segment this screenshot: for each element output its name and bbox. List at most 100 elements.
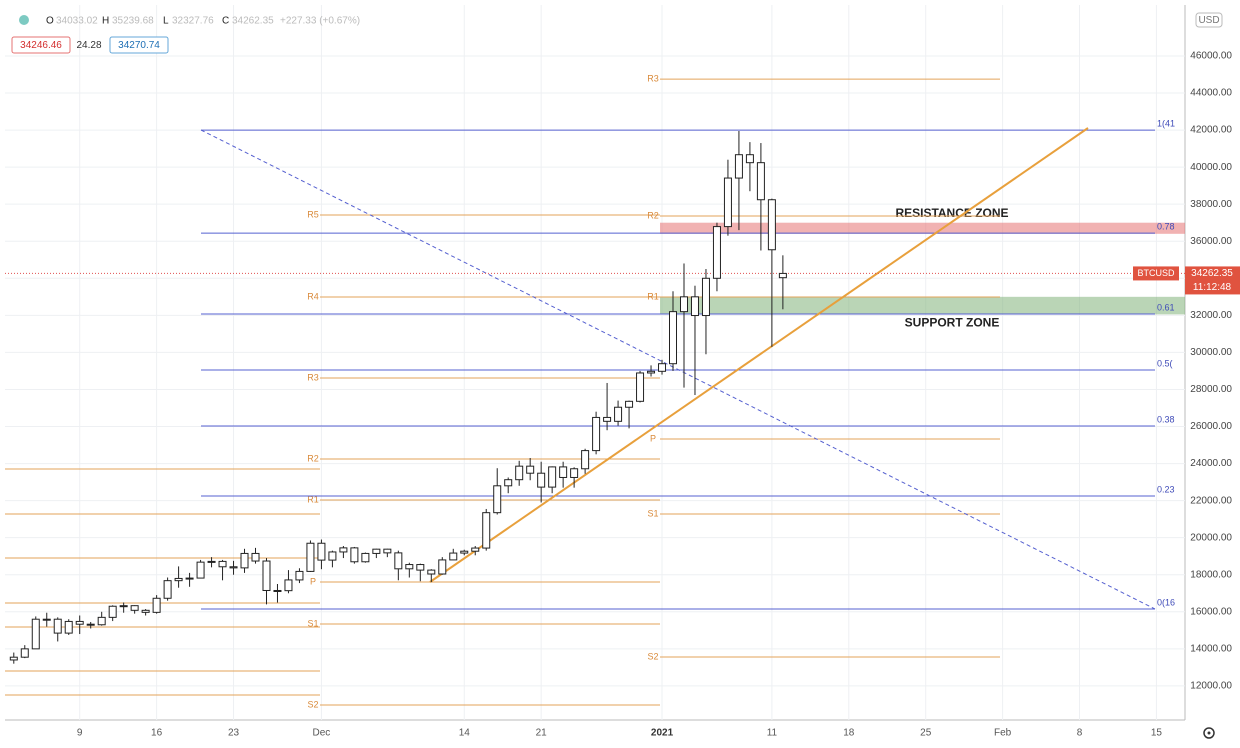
- candle-body: [427, 569, 436, 575]
- candle-body: [559, 466, 568, 478]
- candle-body: [306, 542, 315, 572]
- candle-body: [471, 547, 480, 552]
- candle-body: [745, 154, 754, 164]
- candle-body: [328, 551, 337, 561]
- y-tick-label: 12000.00: [1190, 681, 1232, 692]
- candle-body: [383, 548, 392, 554]
- candle-body: [679, 296, 688, 313]
- candle-body: [108, 605, 117, 618]
- candle-body: [548, 466, 557, 488]
- fib-label: 0.5(: [1157, 358, 1173, 368]
- candle-body: [394, 552, 403, 570]
- candle-body: [284, 579, 293, 592]
- candle-body: [723, 177, 732, 228]
- candle-body: [482, 512, 491, 549]
- candle-body: [712, 226, 721, 279]
- pivot-label: S1: [307, 618, 318, 628]
- fib-label: 0.23: [1157, 484, 1175, 494]
- settings-icon[interactable]: [1203, 727, 1215, 739]
- candle-body: [152, 597, 161, 613]
- candle-body: [9, 656, 18, 661]
- candle-body: [603, 416, 612, 422]
- x-tick-label: 18: [843, 728, 855, 739]
- candle-body: [53, 618, 62, 634]
- x-tick-label: 9: [77, 728, 83, 739]
- candle-body: [229, 566, 238, 569]
- candle-body: [658, 363, 667, 372]
- candle-body: [350, 547, 359, 563]
- x-tick-label: 11: [767, 728, 778, 739]
- candle-body: [130, 605, 139, 611]
- symbol: BTCUSD: [1137, 268, 1175, 278]
- status-dot: [19, 15, 29, 25]
- y-tick-label: 18000.00: [1190, 569, 1232, 580]
- x-tick-label: 2021: [651, 728, 674, 739]
- candle-body: [767, 199, 776, 251]
- fib-label: 0.61: [1157, 302, 1175, 312]
- candle-body: [196, 561, 205, 579]
- ohlc-value: 34033.02: [56, 16, 98, 27]
- y-tick-label: 42000.00: [1190, 125, 1232, 136]
- ohlc-label: C: [222, 16, 229, 27]
- candle-body: [361, 552, 370, 563]
- ohlc-label: L: [163, 16, 169, 27]
- candle-body: [614, 406, 623, 422]
- y-tick-label: 32000.00: [1190, 310, 1232, 321]
- pivot-label: R3: [647, 73, 659, 83]
- candle-body: [581, 450, 590, 470]
- fib-label: 1(41: [1157, 118, 1175, 128]
- candle-body: [240, 552, 249, 569]
- candle-body: [31, 618, 40, 650]
- y-tick-label: 14000.00: [1190, 643, 1232, 654]
- bid-box[interactable]: [11, 36, 71, 54]
- spread: 24.28: [76, 40, 101, 51]
- x-tick-label: 14: [459, 728, 471, 739]
- change: +227.33 (+0.67%): [280, 16, 360, 27]
- candle-body: [185, 577, 194, 580]
- candle-body: [778, 272, 787, 279]
- candle-body: [86, 623, 95, 626]
- candle-body: [636, 372, 645, 402]
- currency-button[interactable]: [1195, 12, 1223, 28]
- candle-body: [438, 559, 447, 575]
- candle-body: [75, 620, 84, 625]
- countdown: 11:12:48: [1193, 282, 1232, 293]
- candle-body: [537, 472, 546, 488]
- y-tick-label: 38000.00: [1190, 199, 1232, 210]
- candle-body: [141, 609, 150, 613]
- fib-label: 0(16: [1157, 597, 1175, 607]
- fib-label: 0.38: [1157, 414, 1175, 424]
- ohlc-value: 34262.35: [232, 16, 274, 27]
- candle-body: [97, 616, 106, 626]
- candle-body: [207, 560, 216, 563]
- y-tick-label: 26000.00: [1190, 421, 1232, 432]
- pivot-label: S2: [647, 651, 658, 661]
- ask-box[interactable]: [109, 36, 169, 54]
- candle-body: [317, 542, 326, 561]
- candle-body: [372, 548, 381, 554]
- trend-line: [200, 129, 1156, 610]
- y-tick-label: 16000.00: [1190, 606, 1232, 617]
- candle-body: [647, 370, 656, 374]
- y-tick-label: 22000.00: [1190, 495, 1232, 506]
- candle-body: [756, 162, 765, 201]
- currency: USD: [1198, 15, 1219, 26]
- candle-body: [262, 560, 271, 591]
- y-tick-label: 46000.00: [1190, 51, 1232, 62]
- candle-body: [625, 400, 634, 408]
- pivot-label: S2: [307, 699, 318, 709]
- candle-body: [119, 605, 128, 608]
- ohlc-value: 35239.68: [112, 16, 154, 27]
- fib-label: 0.78: [1157, 221, 1175, 231]
- x-tick-label: 25: [920, 728, 932, 739]
- pivot-label: P: [310, 576, 316, 586]
- x-tick-label: 8: [1077, 728, 1083, 739]
- y-tick-label: 44000.00: [1190, 88, 1232, 99]
- price-badge: [1185, 266, 1240, 295]
- plot-area: RESISTANCE ZONE SUPPORT ZONE R5 R4 R3 R2 R1 P S1…: [5, 5, 1185, 720]
- pivot-label: R1: [307, 494, 319, 504]
- y-tick-label: 20000.00: [1190, 532, 1232, 543]
- candle-body: [405, 564, 414, 570]
